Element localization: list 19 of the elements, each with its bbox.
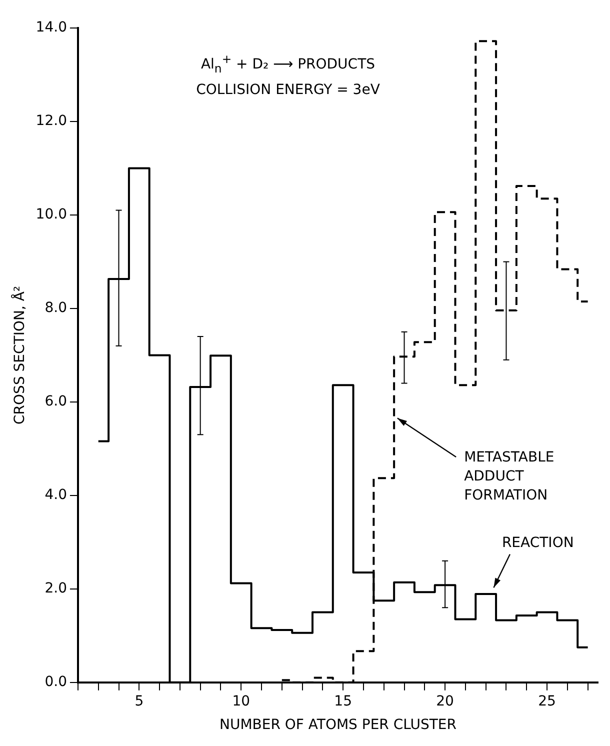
y-tick-label: 8.0 xyxy=(44,300,67,316)
x-tick-label: 10 xyxy=(232,693,250,710)
y-tick-label: 2.0 xyxy=(44,580,67,597)
annotation: REACTION xyxy=(502,534,574,551)
y-tick-label: 4.0 xyxy=(44,487,67,504)
x-tick-label: 25 xyxy=(538,693,556,710)
y-tick-label: 12.0 xyxy=(36,113,67,130)
x-tick-label: 15 xyxy=(334,693,352,710)
y-axis-title: CROSS SECTION, Å² xyxy=(11,286,28,424)
x-axis-title: NUMBER OF ATOMS PER CLUSTER xyxy=(219,717,457,734)
y-tick-label: 10.0 xyxy=(36,206,67,223)
text: Al$_{n}$$^{+}$ + D₂ ⟶ PRODUCTS xyxy=(200,51,376,78)
x-tick-label: 5 xyxy=(134,693,144,710)
y-tick-label: 0.0 xyxy=(44,674,67,690)
y-tick-label: 6.0 xyxy=(44,394,67,410)
x-tick-label: 20 xyxy=(436,693,454,710)
text: COLLISION ENERGY = 3eV xyxy=(195,81,381,100)
annotation: METASTABLE ADDUCT FORMATION xyxy=(464,450,554,504)
y-tick-label: 14.0 xyxy=(36,20,67,36)
